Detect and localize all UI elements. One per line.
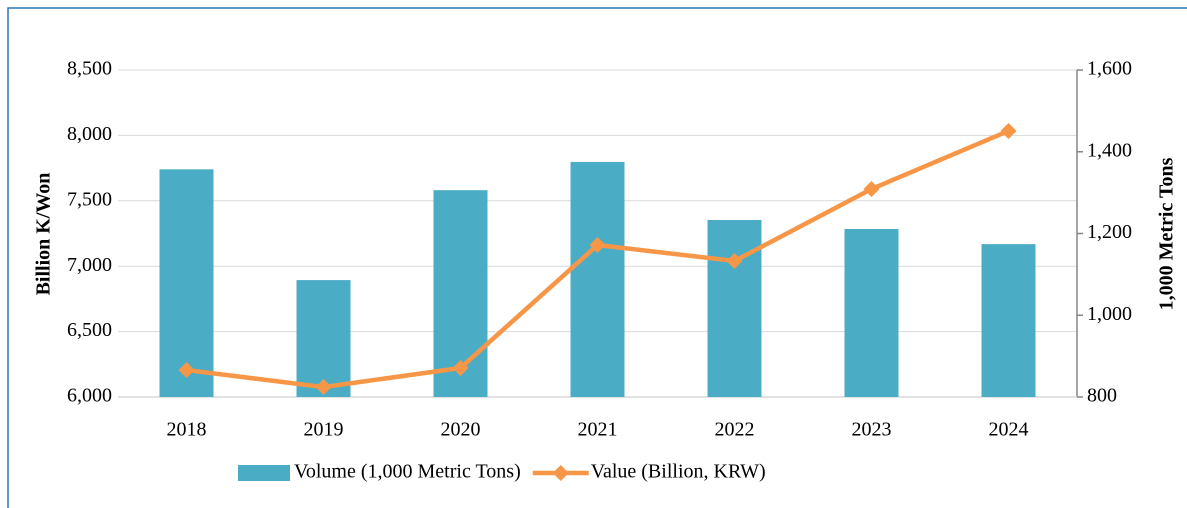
- y-axis-label: Billion K/Won: [33, 173, 55, 296]
- bar: [159, 169, 214, 397]
- y2-tick-label: 1,400: [1087, 139, 1132, 161]
- legend-swatch: [238, 465, 290, 481]
- bar: [570, 161, 625, 397]
- line-marker: [178, 362, 195, 379]
- line-marker: [452, 359, 469, 376]
- x-tick-label: 2022: [715, 419, 755, 441]
- x-tick-label: 2019: [304, 419, 344, 441]
- line-marker: [863, 181, 880, 198]
- legend-label: Volume (1,000 Metric Tons): [294, 461, 521, 483]
- bar: [844, 229, 899, 397]
- line-marker: [315, 379, 332, 396]
- x-tick-label: 2018: [167, 419, 207, 441]
- bar: [981, 244, 1036, 397]
- y-tick-label: 6,000: [67, 385, 112, 407]
- y2-tick-label: 1,600: [1087, 58, 1132, 80]
- line-marker: [1000, 122, 1017, 139]
- y-tick-label: 8,500: [67, 58, 112, 80]
- frame: [7, 7, 1187, 508]
- y-tick-label: 7,000: [67, 254, 112, 276]
- line-marker: [726, 252, 743, 269]
- y-tick-label: 8,000: [67, 123, 112, 145]
- y-tick-label: 7,500: [67, 188, 112, 210]
- x-tick-label: 2023: [852, 419, 892, 441]
- y2-tick-label: 800: [1087, 385, 1117, 407]
- y-tick-label: 6,500: [67, 319, 112, 341]
- x-tick-label: 2020: [441, 419, 481, 441]
- y2-axis-label: 1,000 Metric Tons: [1156, 157, 1178, 310]
- bar: [707, 220, 762, 397]
- bar: [296, 280, 351, 397]
- x-tick-label: 2024: [989, 419, 1029, 441]
- y2-tick-label: 1,000: [1087, 303, 1132, 325]
- x-tick-label: 2021: [578, 419, 618, 441]
- legend-marker: [552, 465, 569, 481]
- legend-label: Value (Billion, KRW): [591, 461, 766, 483]
- line-marker: [589, 237, 606, 254]
- y2-tick-label: 1,200: [1087, 221, 1132, 243]
